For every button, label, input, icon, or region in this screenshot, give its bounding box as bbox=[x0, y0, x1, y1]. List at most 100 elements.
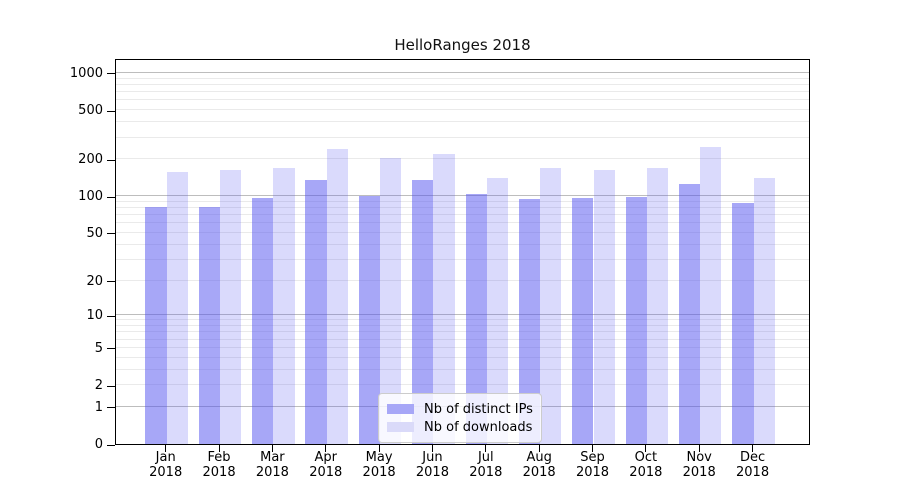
x-tick-label-jun-2018: Jun 2018 bbox=[415, 450, 449, 480]
bar-dec-2018-nb-of-distinct-ips bbox=[732, 202, 754, 444]
gridline-minor bbox=[116, 346, 809, 348]
legend-swatch-distinct-ips bbox=[387, 404, 414, 414]
gridline-major bbox=[116, 195, 809, 197]
gridline-minor bbox=[116, 338, 809, 340]
gridline-minor bbox=[116, 222, 809, 224]
x-tick-mark-jan-2018 bbox=[165, 445, 167, 452]
y-tick-label-50: 50 bbox=[86, 225, 103, 241]
x-tick-mark-jun-2018 bbox=[431, 445, 433, 452]
bar-sep-2018-nb-of-distinct-ips bbox=[572, 198, 594, 444]
gridline-minor bbox=[116, 356, 809, 358]
x-tick-mark-feb-2018 bbox=[218, 445, 220, 452]
y-tick-mark-2 bbox=[107, 385, 115, 387]
gridline-minor bbox=[116, 91, 809, 93]
y-tick-mark-1 bbox=[107, 407, 115, 409]
bar-nov-2018-nb-of-distinct-ips bbox=[678, 183, 701, 444]
bar-apr-2018-nb-of-downloads bbox=[326, 149, 349, 444]
y-tick-label-5: 5 bbox=[94, 340, 103, 356]
y-tick-mark-10 bbox=[107, 315, 115, 317]
legend: Nb of distinct IPs Nb of downloads bbox=[378, 393, 542, 443]
gridline-minor bbox=[116, 109, 809, 111]
bar-dec-2018-nb-of-downloads bbox=[753, 177, 775, 444]
y-tick-label-200: 200 bbox=[78, 152, 103, 168]
x-tick-label-oct-2018: Oct 2018 bbox=[629, 450, 663, 480]
gridline-minor bbox=[116, 368, 809, 370]
y-tick-mark-200 bbox=[107, 159, 115, 161]
legend-label-distinct-ips: Nb of distinct IPs bbox=[424, 401, 533, 417]
gridline-minor bbox=[116, 99, 809, 101]
y-tick-mark-0 bbox=[107, 444, 115, 446]
x-tick-mark-aug-2018 bbox=[538, 445, 540, 452]
y-tick-mark-50 bbox=[107, 233, 115, 235]
y-tick-label-100: 100 bbox=[78, 189, 103, 205]
bar-oct-2018-nb-of-distinct-ips bbox=[625, 197, 647, 444]
y-tick-mark-100 bbox=[107, 196, 115, 198]
gridline-minor bbox=[116, 319, 809, 321]
x-tick-label-jan-2018: Jan 2018 bbox=[149, 450, 183, 480]
x-tick-label-nov-2018: Nov 2018 bbox=[682, 450, 716, 480]
x-tick-mark-apr-2018 bbox=[325, 445, 327, 452]
y-tick-mark-5 bbox=[107, 348, 115, 350]
gridline-minor bbox=[116, 77, 809, 79]
bar-sep-2018-nb-of-downloads bbox=[593, 170, 615, 444]
chart-title: HelloRanges 2018 bbox=[394, 36, 531, 54]
x-tick-label-jul-2018: Jul 2018 bbox=[469, 450, 503, 480]
y-tick-label-10: 10 bbox=[86, 308, 103, 324]
legend-row-distinct-ips: Nb of distinct IPs bbox=[387, 401, 533, 417]
y-tick-label-1000: 1000 bbox=[69, 65, 103, 81]
gridline-minor bbox=[116, 121, 809, 123]
plot-area: Nb of distinct IPs Nb of downloads bbox=[115, 59, 810, 445]
bar-feb-2018-nb-of-downloads bbox=[220, 169, 242, 444]
gridline-minor bbox=[116, 231, 809, 233]
gridline-minor bbox=[116, 331, 809, 333]
bar-oct-2018-nb-of-downloads bbox=[646, 168, 669, 444]
bar-jan-2018-nb-of-downloads bbox=[166, 172, 188, 444]
bar-feb-2018-nb-of-distinct-ips bbox=[198, 207, 221, 444]
x-tick-label-dec-2018: Dec 2018 bbox=[736, 450, 770, 480]
bar-jul-2018-nb-of-distinct-ips bbox=[465, 193, 487, 444]
y-tick-mark-1000 bbox=[107, 73, 115, 75]
bar-apr-2018-nb-of-distinct-ips bbox=[305, 179, 327, 444]
gridline-minor bbox=[116, 258, 809, 260]
gridline-minor bbox=[116, 243, 809, 245]
gridline-minor bbox=[116, 158, 809, 160]
bar-nov-2018-nb-of-downloads bbox=[700, 146, 722, 444]
y-tick-label-2: 2 bbox=[94, 378, 103, 393]
x-tick-label-mar-2018: Mar 2018 bbox=[255, 450, 289, 480]
bar-mar-2018-nb-of-downloads bbox=[273, 167, 295, 444]
x-tick-mark-nov-2018 bbox=[698, 445, 700, 452]
bar-jul-2018-nb-of-downloads bbox=[486, 177, 509, 444]
gridline-major bbox=[116, 314, 809, 316]
gridline-minor bbox=[116, 279, 809, 281]
gridline-major bbox=[116, 72, 809, 73]
bar-jun-2018-nb-of-distinct-ips bbox=[412, 180, 434, 444]
gridline-minor bbox=[116, 214, 809, 216]
bar-may-2018-nb-of-downloads bbox=[380, 158, 402, 444]
x-tick-label-apr-2018: Apr 2018 bbox=[309, 450, 343, 480]
x-tick-mark-dec-2018 bbox=[752, 445, 754, 452]
gridline-minor bbox=[116, 207, 809, 209]
y-tick-mark-20 bbox=[107, 281, 115, 282]
x-tick-label-feb-2018: Feb 2018 bbox=[202, 450, 236, 480]
legend-swatch-downloads bbox=[387, 422, 414, 432]
gridline-minor bbox=[116, 136, 809, 138]
x-tick-mark-jul-2018 bbox=[485, 445, 487, 452]
x-tick-label-aug-2018: Aug 2018 bbox=[522, 450, 556, 480]
y-tick-label-500: 500 bbox=[78, 103, 103, 119]
gridline-minor bbox=[116, 200, 809, 202]
x-tick-mark-may-2018 bbox=[378, 445, 380, 452]
gridline-minor bbox=[116, 384, 809, 386]
x-tick-mark-sep-2018 bbox=[592, 445, 593, 452]
gridline-minor bbox=[116, 83, 809, 85]
y-tick-label-20: 20 bbox=[86, 273, 103, 289]
bar-aug-2018-nb-of-distinct-ips bbox=[518, 198, 541, 444]
legend-row-downloads: Nb of downloads bbox=[387, 419, 533, 435]
x-tick-label-may-2018: May 2018 bbox=[362, 450, 396, 480]
bar-aug-2018-nb-of-downloads bbox=[540, 167, 562, 444]
y-tick-mark-500 bbox=[107, 110, 115, 112]
x-tick-label-sep-2018: Sep 2018 bbox=[575, 450, 610, 480]
x-tick-mark-oct-2018 bbox=[645, 445, 647, 452]
bar-jun-2018-nb-of-downloads bbox=[433, 154, 455, 444]
bar-mar-2018-nb-of-distinct-ips bbox=[252, 197, 274, 444]
